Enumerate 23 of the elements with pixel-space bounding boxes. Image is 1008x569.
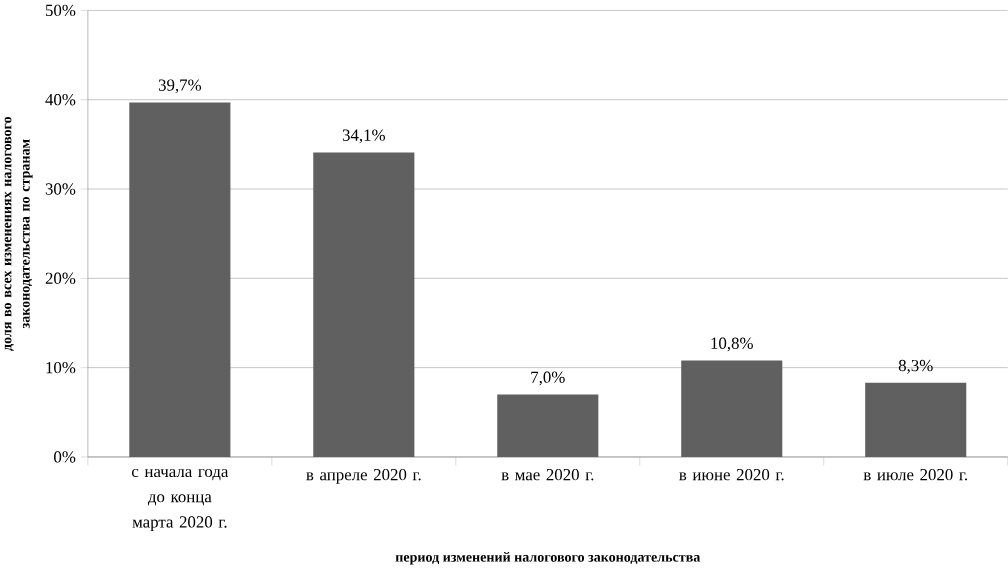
x-tick-label: с начала года до конца марта 2020 г. bbox=[131, 468, 229, 531]
x-tick-label: в апреле 2020 г. bbox=[306, 468, 421, 484]
y-tick-label: 10% bbox=[46, 361, 76, 374]
y-tick-label: 40% bbox=[45, 93, 76, 106]
bar bbox=[129, 102, 231, 457]
data-label: 8,3% bbox=[898, 359, 933, 374]
x-tick-label: в мае 2020 г. bbox=[501, 468, 594, 481]
bar bbox=[681, 360, 783, 457]
bar bbox=[865, 382, 967, 457]
y-tick-label: 50% bbox=[45, 4, 76, 16]
x-tick-label: в июле 2020 г. bbox=[863, 468, 968, 481]
data-label: 10,8% bbox=[711, 337, 753, 352]
bar bbox=[497, 394, 599, 457]
bar bbox=[313, 152, 415, 457]
data-label: 39,7% bbox=[158, 79, 202, 94]
y-tick-label: 0% bbox=[54, 451, 76, 463]
x-tick-label: в июне 2020 г. bbox=[679, 468, 784, 481]
x-axis-title: период изменений налогового законодательства bbox=[395, 551, 701, 565]
data-label: 34,1% bbox=[342, 129, 386, 144]
data-label: 7,0% bbox=[531, 371, 565, 386]
y-tick-label: 30% bbox=[45, 183, 76, 195]
y-axis-title: доля во всех изменениях налогового законодательства по странам bbox=[4, 116, 33, 351]
y-tick-label: 20% bbox=[45, 272, 76, 284]
